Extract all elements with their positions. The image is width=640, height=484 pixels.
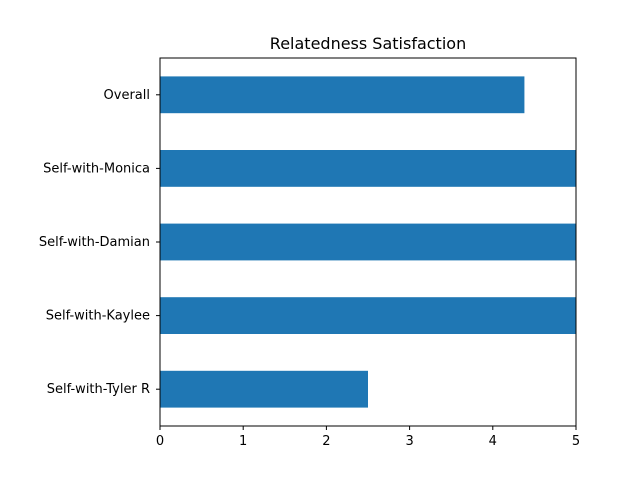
bar-2 [160, 223, 576, 261]
chart-title: Relatedness Satisfaction [270, 34, 466, 53]
bar-0 [160, 76, 525, 114]
x-axis-ticks: 0 1 2 3 4 5 [156, 426, 580, 449]
x-tick-label: 3 [405, 434, 413, 449]
y-axis-ticks: Overall Self-with-Monica Self-with-Damian S… [39, 88, 160, 397]
plot-frame [159, 57, 577, 427]
x-tick-label: 5 [572, 434, 580, 449]
x-tick-label: 0 [156, 434, 164, 449]
x-tick-label: 2 [322, 434, 330, 449]
x-tick-label: 4 [489, 434, 497, 449]
bar-4 [160, 370, 368, 408]
y-tick-label: Overall [104, 88, 150, 103]
bar-1 [160, 150, 576, 187]
y-tick-label: Self-with-Monica [43, 161, 150, 176]
x-tick-label: 1 [239, 434, 247, 449]
y-tick-label: Self-with-Kaylee [46, 309, 150, 324]
bars-layer [160, 76, 576, 408]
y-tick-label: Self-with-Tyler R [47, 382, 150, 397]
y-tick-label: Self-with-Damian [39, 235, 150, 250]
bar-3 [160, 297, 576, 334]
